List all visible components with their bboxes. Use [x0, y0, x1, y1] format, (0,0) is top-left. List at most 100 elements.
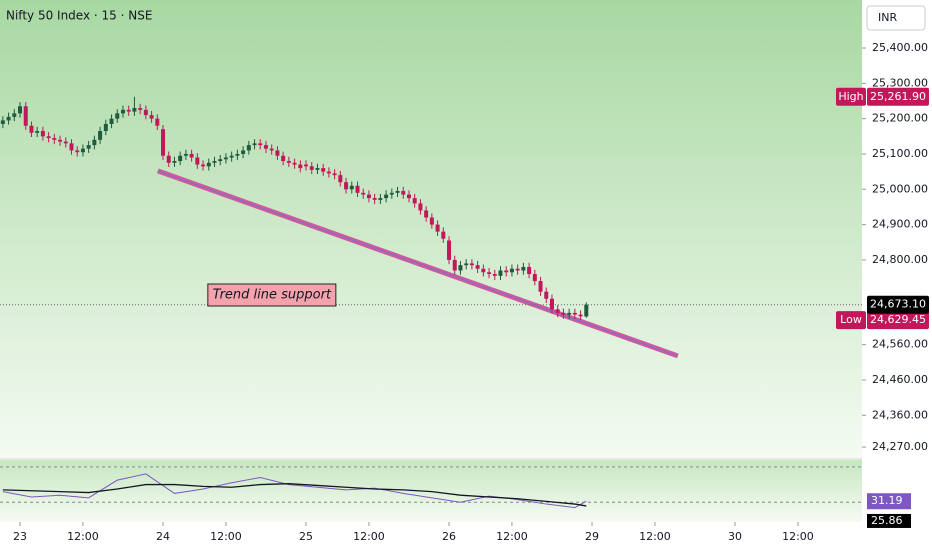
annotation: Trend line support: [213, 288, 332, 303]
rsi-value-box: [867, 493, 911, 510]
candle-body: [384, 194, 389, 199]
candle-body: [429, 217, 434, 225]
candle-body: [80, 148, 85, 153]
candle-body: [412, 198, 417, 204]
y-tick-label: 24,900.00: [872, 218, 928, 231]
candle-body: [509, 268, 514, 273]
candle-body: [481, 268, 486, 273]
candle-body: [567, 312, 572, 315]
candle-body: [561, 312, 566, 315]
candle-body: [521, 266, 526, 271]
y-tick-label: 25,000.00: [872, 182, 928, 195]
y-tick-label: 24,560.00: [872, 338, 928, 351]
x-tick-label: 12:00: [210, 530, 242, 543]
candle-body: [549, 298, 554, 310]
y-tick-label: 25,300.00: [872, 76, 928, 89]
candle-body: [366, 194, 371, 199]
x-tick-label: 12:00: [782, 530, 814, 543]
x-tick-label: 12:00: [496, 530, 528, 543]
candle-body: [332, 173, 337, 176]
candle-body: [58, 139, 63, 142]
chart-title: Nifty 50 Index · 15 · NSE: [6, 9, 152, 23]
candle-body: [527, 266, 532, 275]
y-tick-label: 25,200.00: [872, 112, 928, 125]
candle-body: [304, 164, 309, 167]
candle-body: [183, 153, 188, 156]
candle-body: [487, 272, 492, 275]
candle-body: [309, 166, 314, 170]
candle-body: [406, 194, 411, 199]
candle-body: [6, 116, 11, 121]
x-tick-label: 26: [442, 530, 456, 543]
candle-body: [69, 143, 74, 151]
candle-body: [584, 304, 589, 317]
y-tick-label: 25,400.00: [872, 41, 928, 54]
candle-body: [281, 155, 286, 162]
candle-body: [452, 259, 457, 271]
y-tick-label: 24,800.00: [872, 253, 928, 266]
y-tick-label: 24,270.00: [872, 440, 928, 453]
candle-body: [149, 115, 154, 119]
y-tick-label: 25,100.00: [872, 147, 928, 160]
candle-body: [189, 153, 194, 158]
candle-body: [229, 155, 234, 158]
candle-body: [120, 109, 125, 114]
candle-body: [132, 108, 137, 112]
x-tick-label: 29: [585, 530, 599, 543]
candle-body: [572, 312, 577, 315]
candle-body: [349, 185, 354, 190]
candle-body: [126, 109, 131, 112]
price-marker-label: 24,673.10: [870, 298, 926, 311]
candle-body: [40, 131, 45, 137]
candle-body: [292, 162, 297, 165]
price-marker: [867, 311, 929, 330]
candle-body: [75, 150, 80, 153]
x-tick-label: 24: [156, 530, 170, 543]
candle-body: [458, 265, 463, 271]
marker-tag: Low: [840, 313, 862, 326]
candle-body: [355, 185, 360, 193]
candle-body: [35, 131, 40, 133]
candle-body: [92, 139, 97, 146]
candle-body: [532, 274, 537, 282]
price-marker: [867, 295, 929, 314]
candle-body: [143, 109, 148, 116]
candle-body: [326, 171, 331, 174]
candle-body: [395, 191, 400, 193]
candle-body: [0, 120, 5, 124]
candle-body: [172, 161, 177, 163]
candle-body: [18, 106, 23, 114]
candle-body: [401, 191, 406, 195]
candle-body: [109, 118, 114, 124]
candle-body: [447, 240, 452, 260]
candle-body: [263, 145, 268, 149]
candle-body: [378, 198, 383, 200]
x-tick-label: 30: [728, 530, 742, 543]
candle-body: [424, 210, 429, 218]
candle-body: [98, 131, 103, 140]
marker-tag-box: [836, 311, 866, 330]
candle-body: [223, 157, 228, 160]
candle-body: [275, 150, 280, 156]
x-tick-label: 25: [299, 530, 313, 543]
candle-body: [469, 263, 474, 266]
candle-body: [361, 192, 366, 195]
candle-body: [29, 125, 34, 133]
candle-body: [475, 265, 480, 269]
rsi-ma-box: [867, 513, 911, 528]
y-tick-label: 24,360.00: [872, 408, 928, 421]
candle-body: [389, 192, 394, 195]
candle-body: [544, 291, 549, 299]
candle-body: [441, 231, 446, 239]
candle-body: [201, 164, 206, 167]
candle-body: [492, 274, 497, 276]
x-tick-label: 12:00: [353, 530, 385, 543]
marker-tag: High: [838, 90, 863, 103]
candle-body: [252, 143, 257, 146]
annotation-box: [207, 283, 337, 307]
candle-body: [178, 155, 183, 162]
currency-box[interactable]: [866, 5, 926, 31]
candle-body: [63, 141, 68, 144]
